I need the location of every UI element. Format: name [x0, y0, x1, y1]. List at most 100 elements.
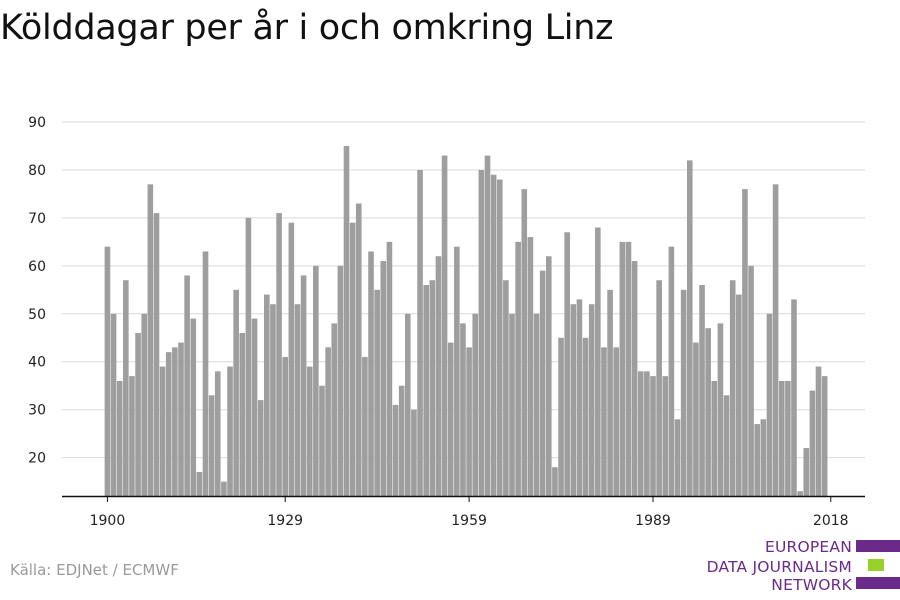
bar: [405, 313, 411, 496]
bar: [815, 366, 822, 496]
chart-title: Kölddagar per år i och omkring Linz: [0, 8, 614, 48]
bar: [362, 356, 368, 496]
bar: [184, 275, 190, 496]
bar: [521, 189, 528, 496]
y-tick-label: 90: [28, 115, 46, 131]
bar: [736, 294, 742, 496]
bar: [509, 313, 515, 496]
bar: [656, 280, 662, 496]
bar: [545, 256, 552, 496]
bar: [595, 227, 601, 496]
bar: [208, 395, 215, 496]
bar: [257, 400, 264, 496]
bar: [123, 280, 129, 496]
bar: [165, 352, 172, 496]
bar: [496, 179, 503, 497]
bar: [294, 304, 301, 496]
bar: [748, 265, 754, 496]
bar: [662, 376, 669, 496]
bar: [466, 347, 472, 496]
logo-bar-middle: [868, 559, 884, 571]
bar: [582, 337, 589, 496]
x-tick-label: 1989: [635, 513, 671, 529]
edjnet-logo: EUROPEAN DATA JOURNALISM NETWORK: [640, 530, 900, 600]
bar: [368, 251, 374, 496]
bar: [680, 289, 687, 496]
bar: [668, 246, 675, 496]
bar: [760, 419, 767, 496]
bar: [527, 237, 534, 497]
bar: [129, 376, 135, 496]
bar: [190, 318, 197, 496]
bar: [264, 294, 270, 496]
source-note: Källa: EDJNet / ECMWF: [10, 561, 179, 579]
bar: [631, 261, 638, 496]
logo-line-2: DATA JOURNALISM: [706, 558, 852, 576]
bar: [699, 285, 705, 496]
bar: [723, 395, 730, 496]
bar: [754, 424, 761, 496]
y-tick-label: 50: [28, 307, 46, 323]
bar: [613, 347, 620, 496]
bar: [601, 347, 607, 496]
bar: [650, 376, 656, 496]
bar: [110, 313, 117, 496]
bar: [398, 385, 405, 496]
bar: [607, 289, 613, 496]
bar: [705, 328, 711, 496]
bar: [674, 419, 681, 496]
bar: [785, 380, 791, 496]
y-tick-label: 70: [28, 211, 46, 227]
bar: [288, 222, 295, 496]
bar: [472, 313, 479, 496]
logo-bar-bottom: [856, 577, 900, 589]
bar: [809, 390, 816, 496]
bar: [214, 371, 221, 496]
bar: [380, 261, 387, 496]
x-tick-label: 1959: [451, 513, 487, 529]
bar: [484, 155, 491, 497]
bar: [552, 467, 558, 496]
bar: [558, 337, 564, 496]
bar: [619, 241, 626, 496]
bar: [300, 275, 307, 496]
bar: [454, 246, 460, 496]
bar: [135, 332, 141, 496]
bar: [429, 280, 436, 496]
bar: [644, 371, 650, 496]
bar: [343, 145, 350, 496]
bar: [227, 366, 233, 496]
bar: [251, 318, 258, 496]
bar: [392, 404, 399, 496]
bar: [116, 380, 123, 496]
bar: [196, 472, 203, 496]
bar: [147, 184, 154, 497]
bar: [355, 203, 362, 496]
bar: [374, 289, 380, 496]
bar: [202, 251, 209, 496]
bar: [441, 155, 448, 497]
bar: [797, 491, 803, 496]
bar: [239, 332, 246, 496]
bar: [306, 366, 313, 496]
bar: [533, 313, 540, 496]
logo-line-1: EUROPEAN: [764, 538, 852, 556]
y-tick-label: 80: [28, 163, 46, 179]
bar: [686, 160, 693, 496]
bar: [821, 376, 828, 496]
bar: [153, 213, 160, 496]
bar: [576, 299, 583, 496]
bar: [729, 280, 736, 496]
bar: [693, 342, 699, 496]
bar: [588, 304, 595, 496]
x-tick-label: 1929: [267, 513, 303, 529]
y-tick-label: 30: [28, 403, 46, 419]
bar: [564, 232, 570, 497]
y-tick-label: 60: [28, 259, 46, 275]
bar: [325, 347, 331, 496]
x-tick-label: 2018: [813, 513, 849, 529]
bar: [539, 270, 546, 496]
bar: [411, 409, 417, 496]
bar: [711, 380, 718, 496]
bar: [337, 265, 344, 496]
